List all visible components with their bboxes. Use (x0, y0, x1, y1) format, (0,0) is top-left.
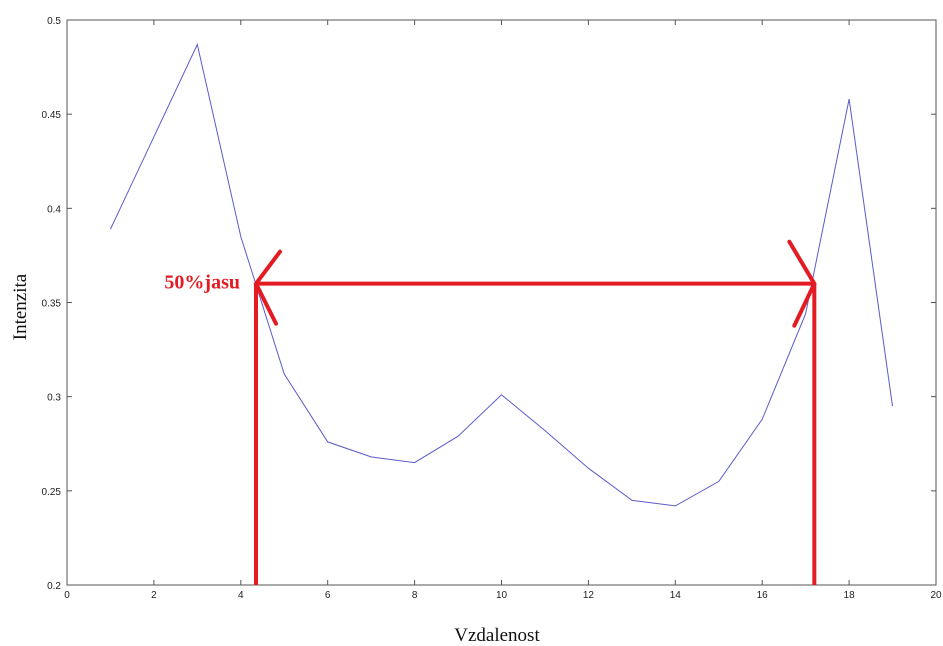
y-tick-label: 0.2 (47, 581, 61, 592)
x-tick-label: 14 (670, 590, 682, 601)
axis-ticks: 0 2 4 6 8 10 12 14 16 18 20 0.2 0.25 0.3 0.35 0.4 0.45 0.… (42, 16, 942, 601)
y-tick-label: 0.45 (42, 110, 62, 121)
y-tick-label: 0.4 (47, 204, 61, 215)
annotation-label: 50%jasu (164, 272, 240, 294)
y-tick-label: 0.3 (47, 393, 61, 404)
series-line (110, 42, 893, 507)
x-tick-label: 16 (757, 590, 769, 601)
x-tick-label: 8 (412, 590, 418, 601)
right-arrowhead (787, 239, 817, 328)
x-tick-label: 2 (151, 590, 157, 601)
y-tick-label: 0.5 (47, 16, 61, 27)
series-layer (110, 42, 893, 507)
x-tick-label: 10 (496, 590, 508, 601)
x-tick-label: 0 (64, 590, 70, 601)
x-tick-label: 4 (238, 590, 244, 601)
x-tick-label: 20 (930, 590, 942, 601)
x-tick-label: 6 (325, 590, 331, 601)
annotation-layer (253, 239, 817, 585)
y-tick-label: 0.25 (42, 487, 62, 498)
y-tick-label: 0.35 (42, 299, 62, 310)
x-tick-label: 18 (844, 590, 856, 601)
left-arrowhead (253, 249, 283, 326)
x-tick-label: 12 (583, 590, 595, 601)
plot-area (66, 19, 937, 586)
y-axis-title: Intenzita (10, 273, 31, 340)
x-axis-title: Vzdalenost (454, 625, 540, 646)
